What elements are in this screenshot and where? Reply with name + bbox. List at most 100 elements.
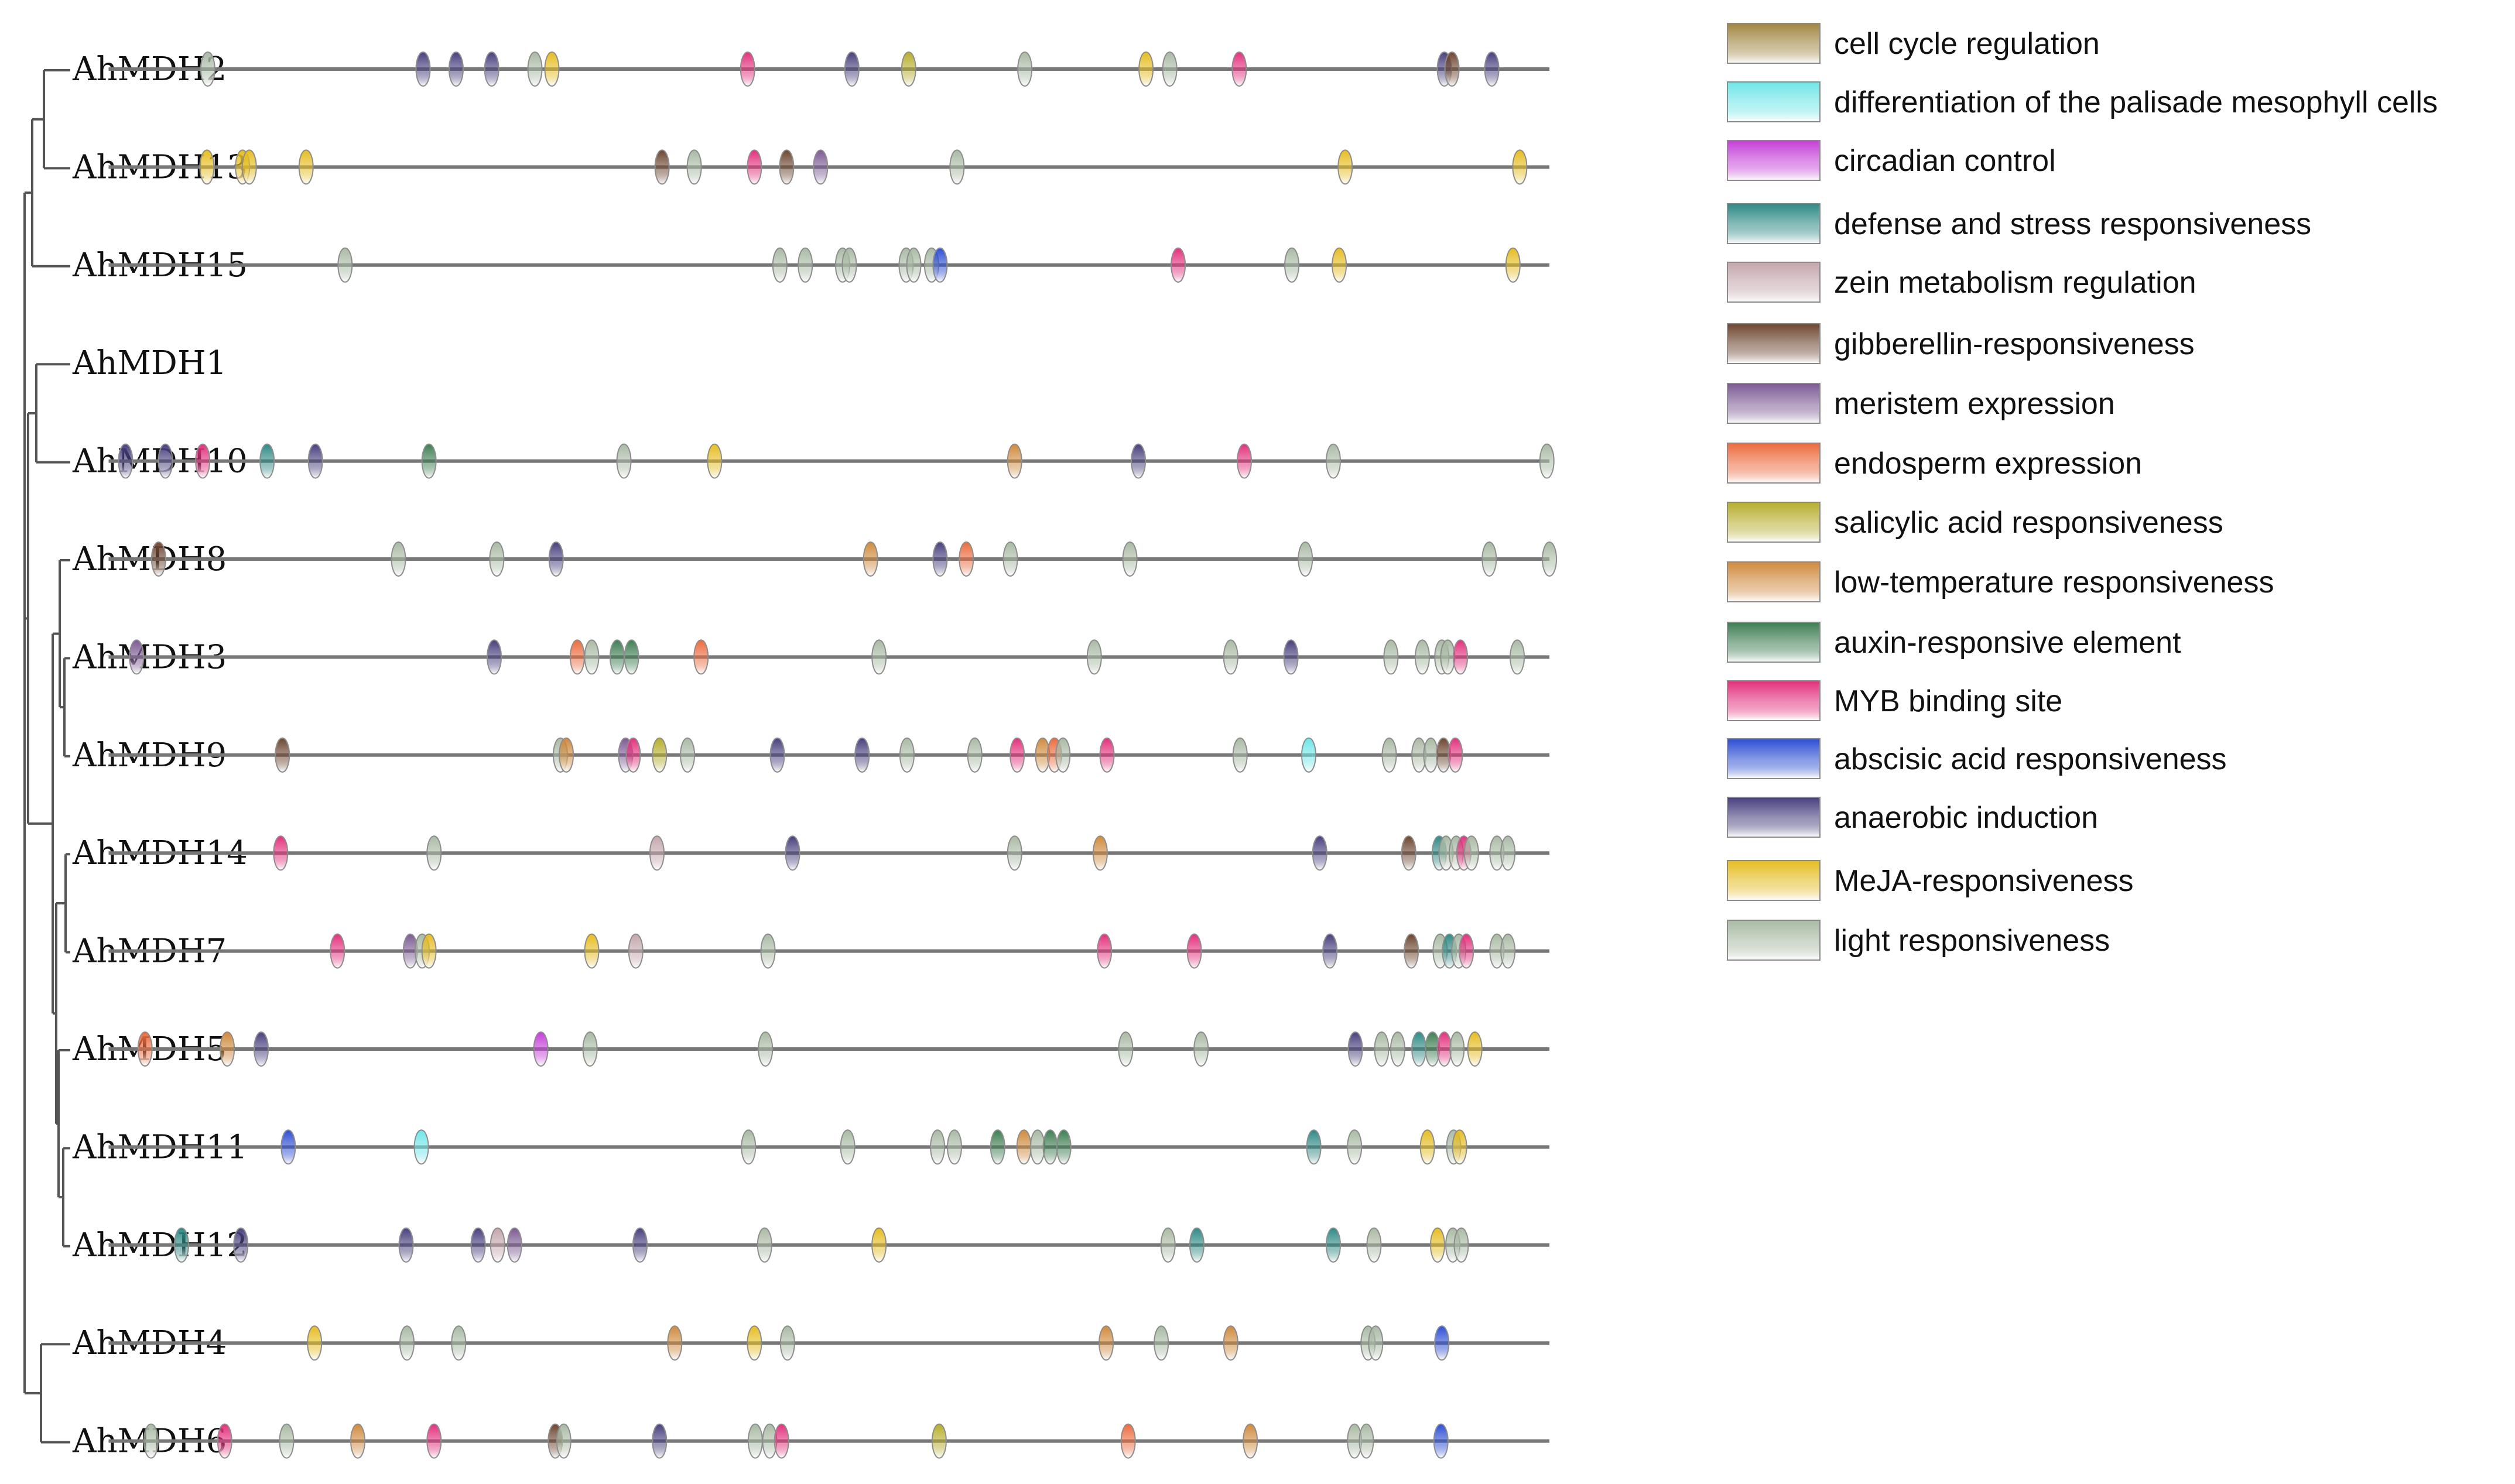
legend-label: cell cycle regulation <box>1834 27 2100 61</box>
cis-element-marker <box>118 443 134 479</box>
legend-label: MeJA-responsiveness <box>1834 864 2134 898</box>
legend-swatch-border <box>1727 622 1821 663</box>
legend-label: gibberellin-responsiveness <box>1834 327 2195 361</box>
cis-element-marker <box>931 1423 947 1459</box>
legend-swatch <box>1727 562 1820 602</box>
cis-element-marker <box>1029 1129 1045 1165</box>
cis-element-marker <box>1118 1031 1134 1067</box>
cis-element-marker <box>1332 247 1347 283</box>
cis-element-marker <box>1347 1129 1363 1165</box>
cis-element-marker <box>584 933 600 969</box>
cis-element-marker <box>1459 933 1474 969</box>
legend-swatch <box>1727 140 1820 180</box>
cis-element-marker <box>350 1423 366 1459</box>
cis-element-marker <box>582 1031 598 1067</box>
legend-swatch-border <box>1727 383 1821 424</box>
legend-swatch <box>1727 920 1820 960</box>
legend-label: low-temperature responsiveness <box>1834 566 2274 599</box>
cis-element-marker <box>1440 639 1456 675</box>
cis-element-marker <box>1122 541 1138 577</box>
cis-element-marker <box>489 541 505 577</box>
cis-element-marker <box>747 1423 763 1459</box>
cis-element-marker <box>1223 1325 1238 1361</box>
cis-element-marker <box>1306 1129 1322 1165</box>
cis-element-marker <box>1154 1325 1169 1361</box>
cis-element-marker <box>1007 835 1022 871</box>
cis-element-marker <box>217 1423 232 1459</box>
cis-element-marker <box>1453 1227 1469 1263</box>
legend-swatch-border <box>1727 860 1821 901</box>
cis-element-marker <box>1500 933 1516 969</box>
legend-label: zein metabolism regulation <box>1834 266 2196 300</box>
legend-swatch-border <box>1727 140 1821 181</box>
legend-swatch-border <box>1727 443 1821 484</box>
cis-element-marker <box>1284 247 1300 283</box>
cis-element-marker <box>330 933 345 969</box>
cis-element-marker <box>871 1227 887 1263</box>
cis-element-marker <box>584 639 600 675</box>
cis-element-marker <box>544 52 560 87</box>
cis-element-marker <box>413 1129 429 1165</box>
cis-element-marker <box>747 1325 762 1361</box>
cis-element-marker <box>470 1227 486 1263</box>
cis-element-marker <box>1138 52 1154 87</box>
cis-element-marker <box>1097 933 1113 969</box>
cis-element-marker <box>487 639 502 675</box>
cis-element-marker <box>254 1031 269 1067</box>
cis-element-marker <box>693 639 709 675</box>
cis-element-marker <box>1189 1227 1205 1263</box>
cis-element-marker <box>769 737 785 773</box>
cis-element-marker <box>569 639 585 675</box>
legend-swatch <box>1727 861 1820 900</box>
legend-swatch-border <box>1727 680 1821 721</box>
cis-element-marker <box>1223 639 1238 675</box>
cis-element-marker <box>129 639 145 675</box>
cis-element-marker <box>200 52 215 87</box>
cis-element-marker <box>813 149 829 185</box>
legend-swatch-border <box>1727 23 1821 64</box>
cis-element-marker <box>1131 443 1147 479</box>
cis-element-marker <box>398 1227 414 1263</box>
cis-element-marker <box>195 443 211 479</box>
legend-swatch <box>1727 681 1820 721</box>
cis-element-marker <box>1016 1129 1032 1165</box>
cis-element-marker <box>307 1325 323 1361</box>
cis-element-marker <box>507 1227 522 1263</box>
cis-element-marker <box>158 443 173 479</box>
legend-swatch <box>1727 797 1820 837</box>
legend-swatch <box>1727 23 1820 63</box>
cis-element-marker <box>1002 541 1018 577</box>
legend-swatch <box>1727 262 1820 302</box>
cis-element-marker <box>399 1325 415 1361</box>
legend-swatch-border <box>1727 920 1821 961</box>
cis-element-marker <box>1236 443 1252 479</box>
legend-label: auxin-responsive element <box>1834 626 2181 660</box>
cis-element-marker <box>649 835 665 871</box>
cis-element-marker <box>556 1423 572 1459</box>
cis-element-marker <box>1171 247 1186 283</box>
cis-element-marker <box>1055 737 1071 773</box>
cis-element-marker <box>1390 1031 1405 1067</box>
cis-element-marker <box>421 933 437 969</box>
cis-element-marker <box>451 1325 467 1361</box>
cis-element-marker <box>1298 541 1313 577</box>
cis-element-marker <box>426 1423 442 1459</box>
cis-element-marker <box>415 52 431 87</box>
legend-swatch-border <box>1727 262 1821 303</box>
cis-element-marker <box>1325 443 1341 479</box>
cis-element-marker <box>1010 737 1025 773</box>
cis-element-marker <box>840 1129 856 1165</box>
cis-element-marker <box>199 149 215 185</box>
cis-element-marker <box>527 52 543 87</box>
cis-element-marker <box>652 737 668 773</box>
legend-swatch <box>1727 739 1820 779</box>
cis-element-marker <box>863 541 878 577</box>
legend-swatch <box>1727 443 1820 483</box>
cis-element-marker <box>1283 639 1299 675</box>
cis-element-marker <box>1374 1031 1390 1067</box>
legend-swatch <box>1727 383 1820 423</box>
cis-element-marker <box>1383 639 1399 675</box>
cis-element-marker <box>1434 1325 1450 1361</box>
legend-label: light responsiveness <box>1834 924 2110 958</box>
